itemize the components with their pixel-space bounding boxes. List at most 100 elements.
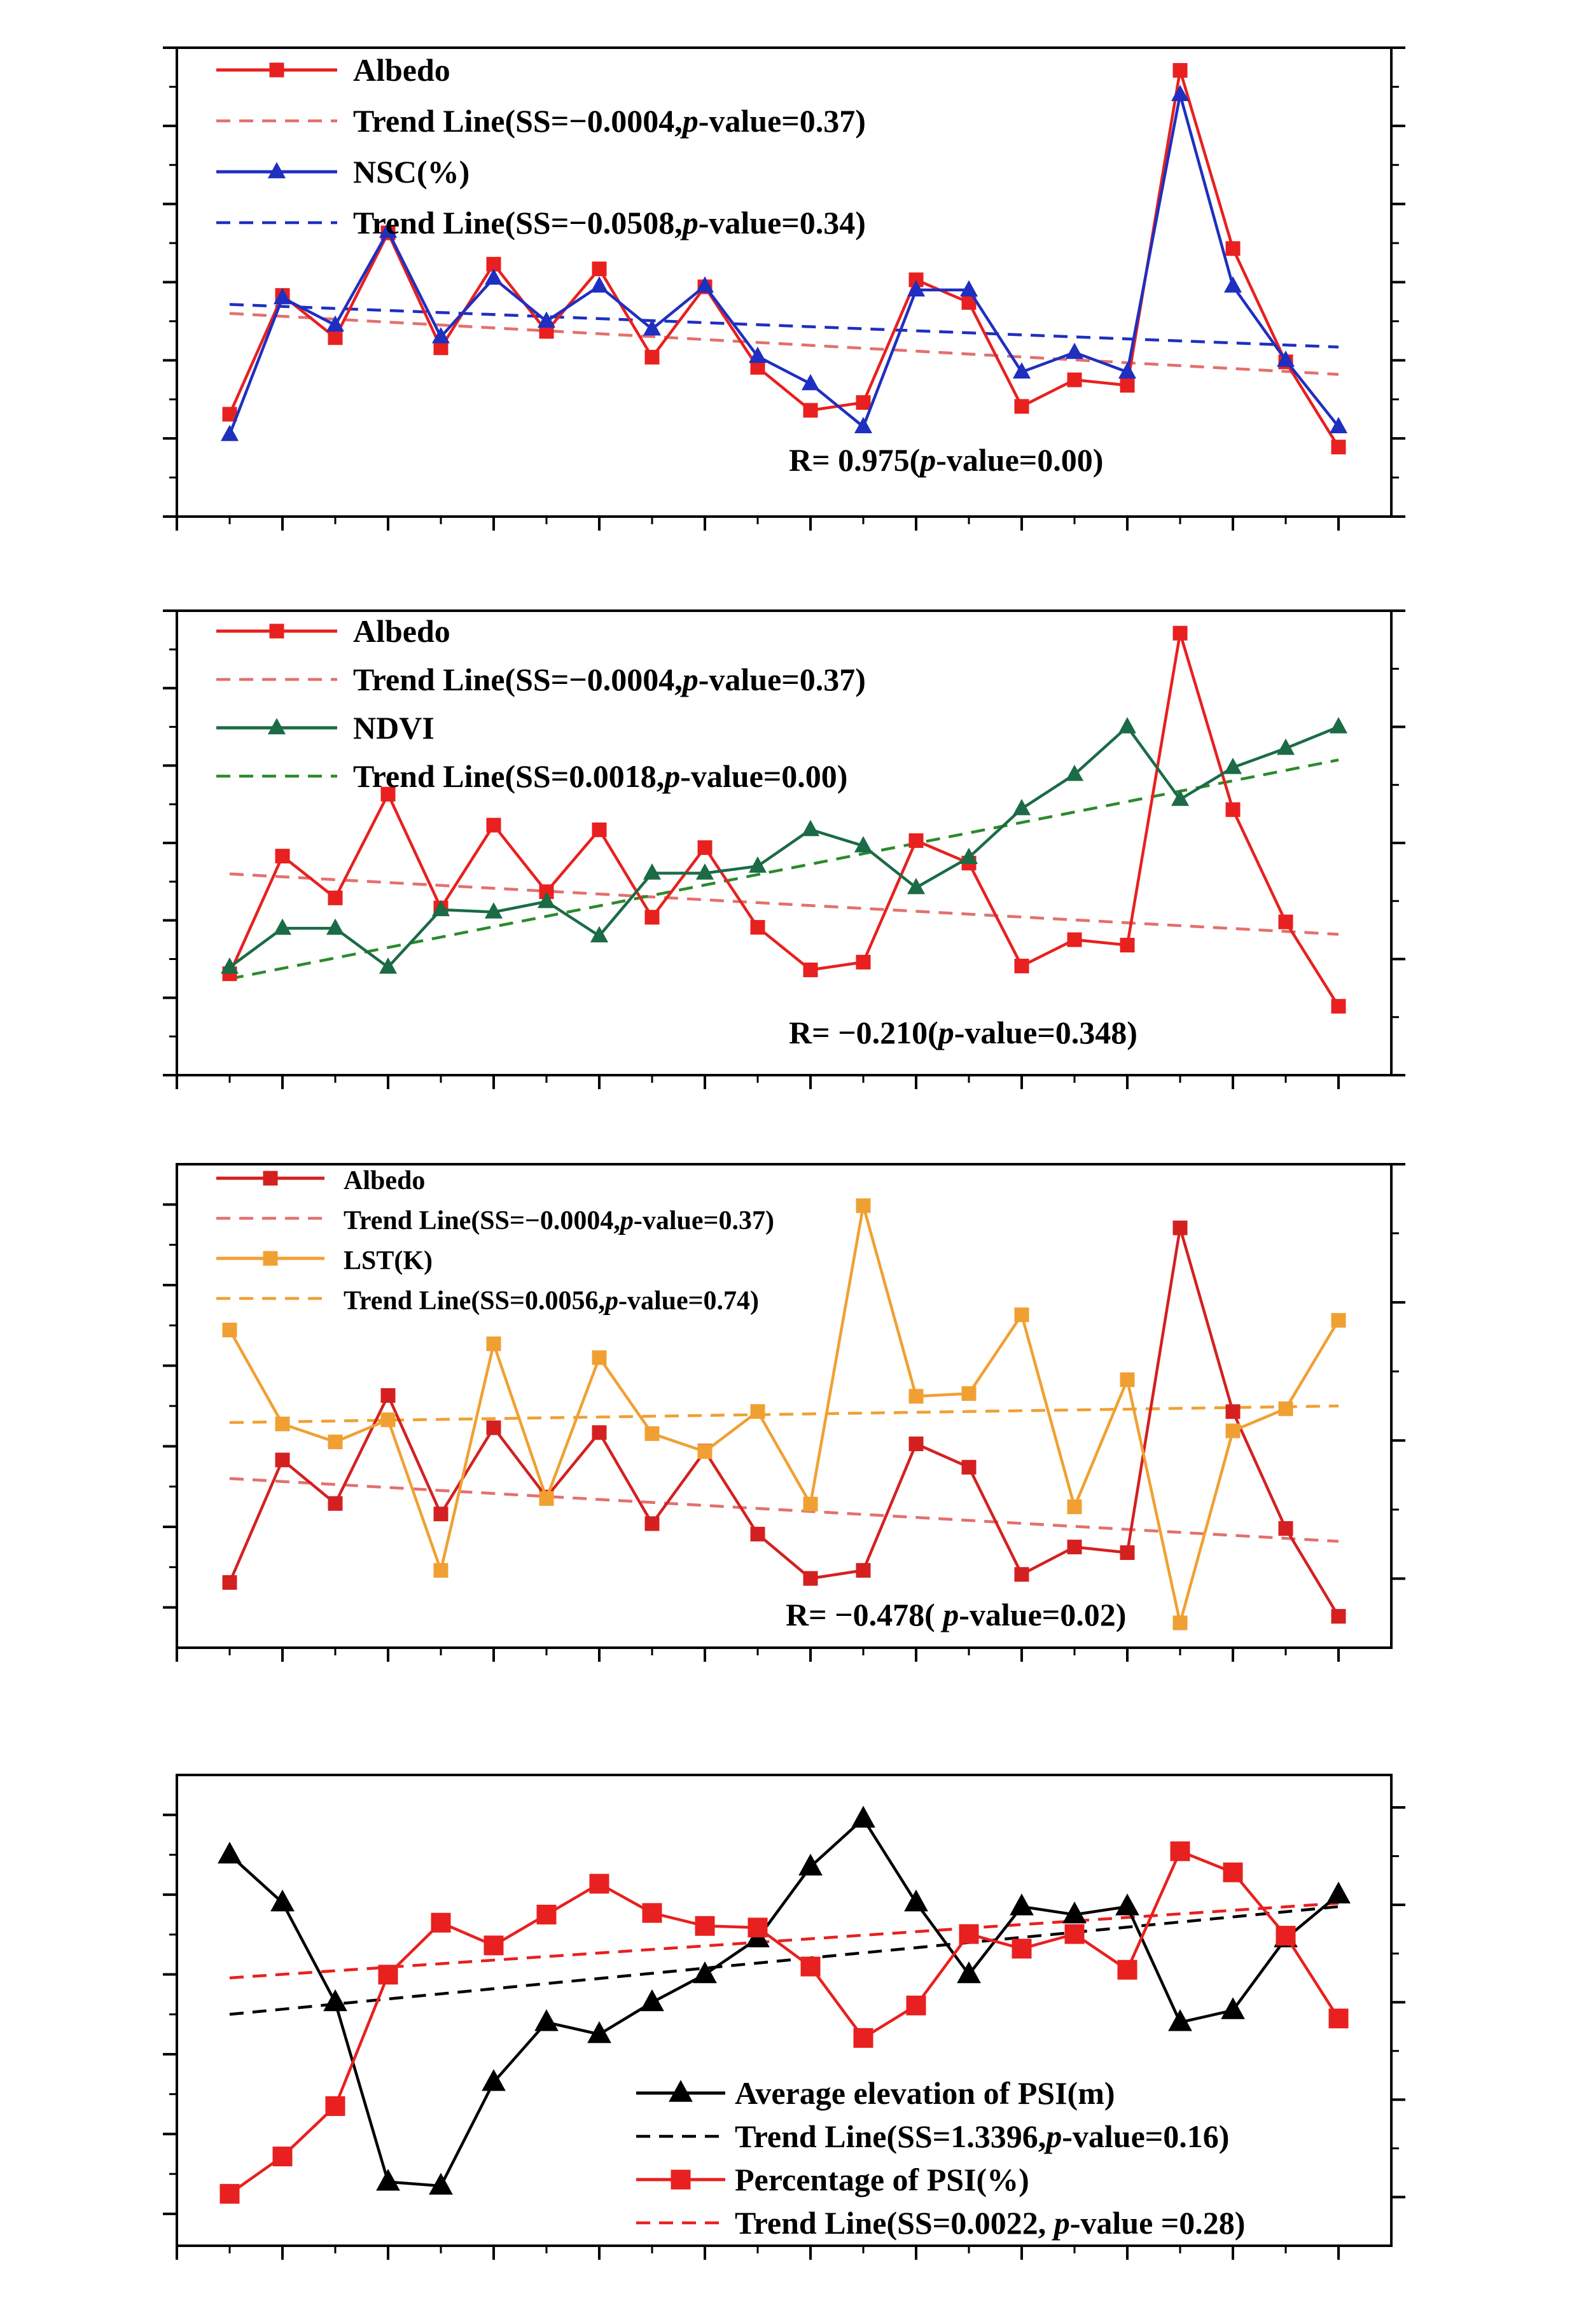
- data-point-albedo-2011: [750, 920, 765, 935]
- data-point-percentage-of-psi-2022: [1328, 2008, 1349, 2029]
- data-point-percentage-of-psi-2021: [1276, 1926, 1296, 1946]
- data-point-lst-k-2009: [644, 1426, 660, 1441]
- data-point-nsc-2003: [326, 315, 345, 332]
- legend-entry-label: Trend Line(SS=−0.0004,p-value=0.37): [344, 1206, 774, 1235]
- plot-area: [222, 1198, 1346, 1631]
- legend-marker-percentage-of-psi: [671, 2169, 691, 2190]
- data-point-nsc-2016: [1012, 362, 1031, 379]
- data-point-average-elevation-of-psi-m-2012: [798, 1853, 823, 1875]
- data-point-average-elevation-of-psi-m-2002: [270, 1889, 295, 1912]
- data-point-albedo-2008: [592, 261, 607, 277]
- series-line-albedo: [228, 632, 1340, 1007]
- data-point-ndvi-2014: [907, 877, 926, 894]
- data-point-percentage-of-psi-2008: [589, 1874, 609, 1894]
- data-point-average-elevation-of-psi-m-2001: [218, 1841, 242, 1864]
- data-point-nsc-2013: [854, 417, 873, 433]
- data-point-percentage-of-psi-2015: [959, 1924, 979, 1944]
- data-point-ndvi-2012: [801, 819, 820, 837]
- plot-frame: [176, 1774, 1393, 2247]
- legend-entry-label: Albedo: [353, 613, 450, 649]
- data-point-albedo-2008: [592, 1425, 607, 1440]
- series-line-percentage-of-psi: [228, 1849, 1340, 2195]
- data-point-lst-k-2022: [1331, 1312, 1346, 1328]
- data-point-average-elevation-of-psi-m-2014: [904, 1889, 928, 1912]
- data-point-lst-k-2017: [1067, 1499, 1082, 1515]
- data-point-average-elevation-of-psi-m-2013: [851, 1806, 875, 1828]
- data-point-average-elevation-of-psi-m-2003: [323, 1989, 347, 2012]
- legend-entry-label: Trend Line(SS=−0.0004,p-value=0.37): [353, 103, 866, 139]
- data-point-lst-k-2008: [592, 1350, 607, 1365]
- legend-entry-label: Trend Line(SS=0.0018,p-value=0.00): [353, 758, 847, 794]
- data-point-albedo-2002: [275, 1452, 290, 1468]
- legend-marker-albedo: [263, 1171, 278, 1186]
- data-point-albedo-2004: [380, 1388, 396, 1403]
- data-point-albedo-2006: [486, 818, 501, 833]
- data-point-average-elevation-of-psi-m-2022: [1326, 1881, 1351, 1903]
- legend: Albedo Trend Line(SS=−0.0004,p-value=0.37…: [216, 52, 866, 240]
- data-point-lst-k-2003: [328, 1434, 343, 1449]
- data-point-albedo-2003: [328, 890, 343, 905]
- legend-entry-label: NDVI: [353, 710, 435, 746]
- data-point-albedo-2008: [592, 822, 607, 837]
- data-point-albedo-2013: [856, 954, 871, 970]
- data-point-average-elevation-of-psi-m-2015: [957, 1961, 981, 1984]
- data-point-percentage-of-psi-2013: [853, 2028, 873, 2048]
- data-point-percentage-of-psi-2006: [483, 1935, 504, 1956]
- data-point-percentage-of-psi-2014: [906, 1995, 926, 2015]
- legend: Average elevation of PSI(m) Trend Line(SS…: [636, 2075, 1245, 2241]
- data-point-ndvi-2006: [484, 902, 503, 919]
- data-point-lst-k-2019: [1172, 1615, 1188, 1631]
- data-point-average-elevation-of-psi-m-2007: [534, 2009, 559, 2031]
- data-point-albedo-2013: [856, 395, 871, 410]
- data-point-percentage-of-psi-2003: [325, 2096, 345, 2117]
- data-point-albedo-2021: [1278, 914, 1293, 929]
- data-point-lst-k-2012: [803, 1496, 818, 1512]
- data-point-albedo-2018: [1120, 938, 1135, 953]
- correlation-annotation: R= 0.975(p-value=0.00): [789, 442, 1103, 478]
- data-point-albedo-2019: [1172, 625, 1188, 641]
- data-point-lst-k-2021: [1278, 1401, 1293, 1416]
- data-point-lst-k-2020: [1225, 1423, 1241, 1438]
- data-point-average-elevation-of-psi-m-2020: [1221, 1997, 1245, 2019]
- trend-line-2: [229, 1902, 1339, 1980]
- data-point-ndvi-2010: [695, 863, 714, 880]
- legend-entry-label: Albedo: [353, 52, 450, 88]
- plot-area: [220, 625, 1348, 1014]
- data-point-nsc-2011: [748, 346, 767, 363]
- data-point-percentage-of-psi-2007: [536, 1904, 557, 1924]
- data-point-lst-k-2004: [380, 1412, 396, 1428]
- data-point-albedo-2022: [1331, 1609, 1346, 1624]
- data-point-average-elevation-of-psi-m-2017: [1062, 1901, 1087, 1924]
- data-point-lst-k-2006: [486, 1336, 501, 1351]
- data-point-nsc-2007: [537, 311, 556, 328]
- trend-line-1: [229, 312, 1339, 376]
- data-point-nsc-2015: [959, 280, 978, 296]
- data-point-average-elevation-of-psi-m-2016: [1010, 1893, 1034, 1916]
- legend-entry-label: Trend Line(SS=−0.0004,p-value=0.37): [353, 662, 866, 697]
- data-point-ndvi-2003: [326, 918, 345, 935]
- data-point-albedo-2010: [697, 840, 713, 855]
- data-point-percentage-of-psi-2019: [1170, 1841, 1190, 1861]
- data-point-percentage-of-psi-2020: [1223, 1862, 1243, 1882]
- data-point-percentage-of-psi-2004: [378, 1965, 398, 1985]
- data-point-ndvi-2002: [273, 918, 292, 935]
- data-point-average-elevation-of-psi-m-2006: [482, 2069, 506, 2091]
- data-point-percentage-of-psi-2011: [748, 1917, 768, 1938]
- data-point-average-elevation-of-psi-m-2009: [640, 1989, 664, 2012]
- data-point-nsc-2012: [801, 373, 820, 391]
- data-point-albedo-2005: [433, 1506, 449, 1522]
- data-point-nsc-2020: [1223, 276, 1242, 293]
- data-point-average-elevation-of-psi-m-2019: [1168, 2009, 1192, 2031]
- legend-entry-label: Average elevation of PSI(m): [735, 2075, 1115, 2111]
- series-line-albedo: [228, 1227, 1340, 1617]
- chart-panel-d: Average elevation of PSI(m) Trend Line(SS…: [163, 1774, 1405, 2260]
- data-point-lst-k-2014: [908, 1389, 924, 1404]
- legend-marker-albedo: [269, 62, 284, 78]
- data-point-albedo-2016: [1014, 1567, 1029, 1582]
- data-point-albedo-2016: [1014, 399, 1029, 414]
- data-point-albedo-2014: [908, 1437, 924, 1452]
- legend-marker-nsc: [267, 162, 286, 179]
- data-point-lst-k-2005: [433, 1562, 449, 1578]
- data-point-ndvi-2016: [1012, 798, 1031, 816]
